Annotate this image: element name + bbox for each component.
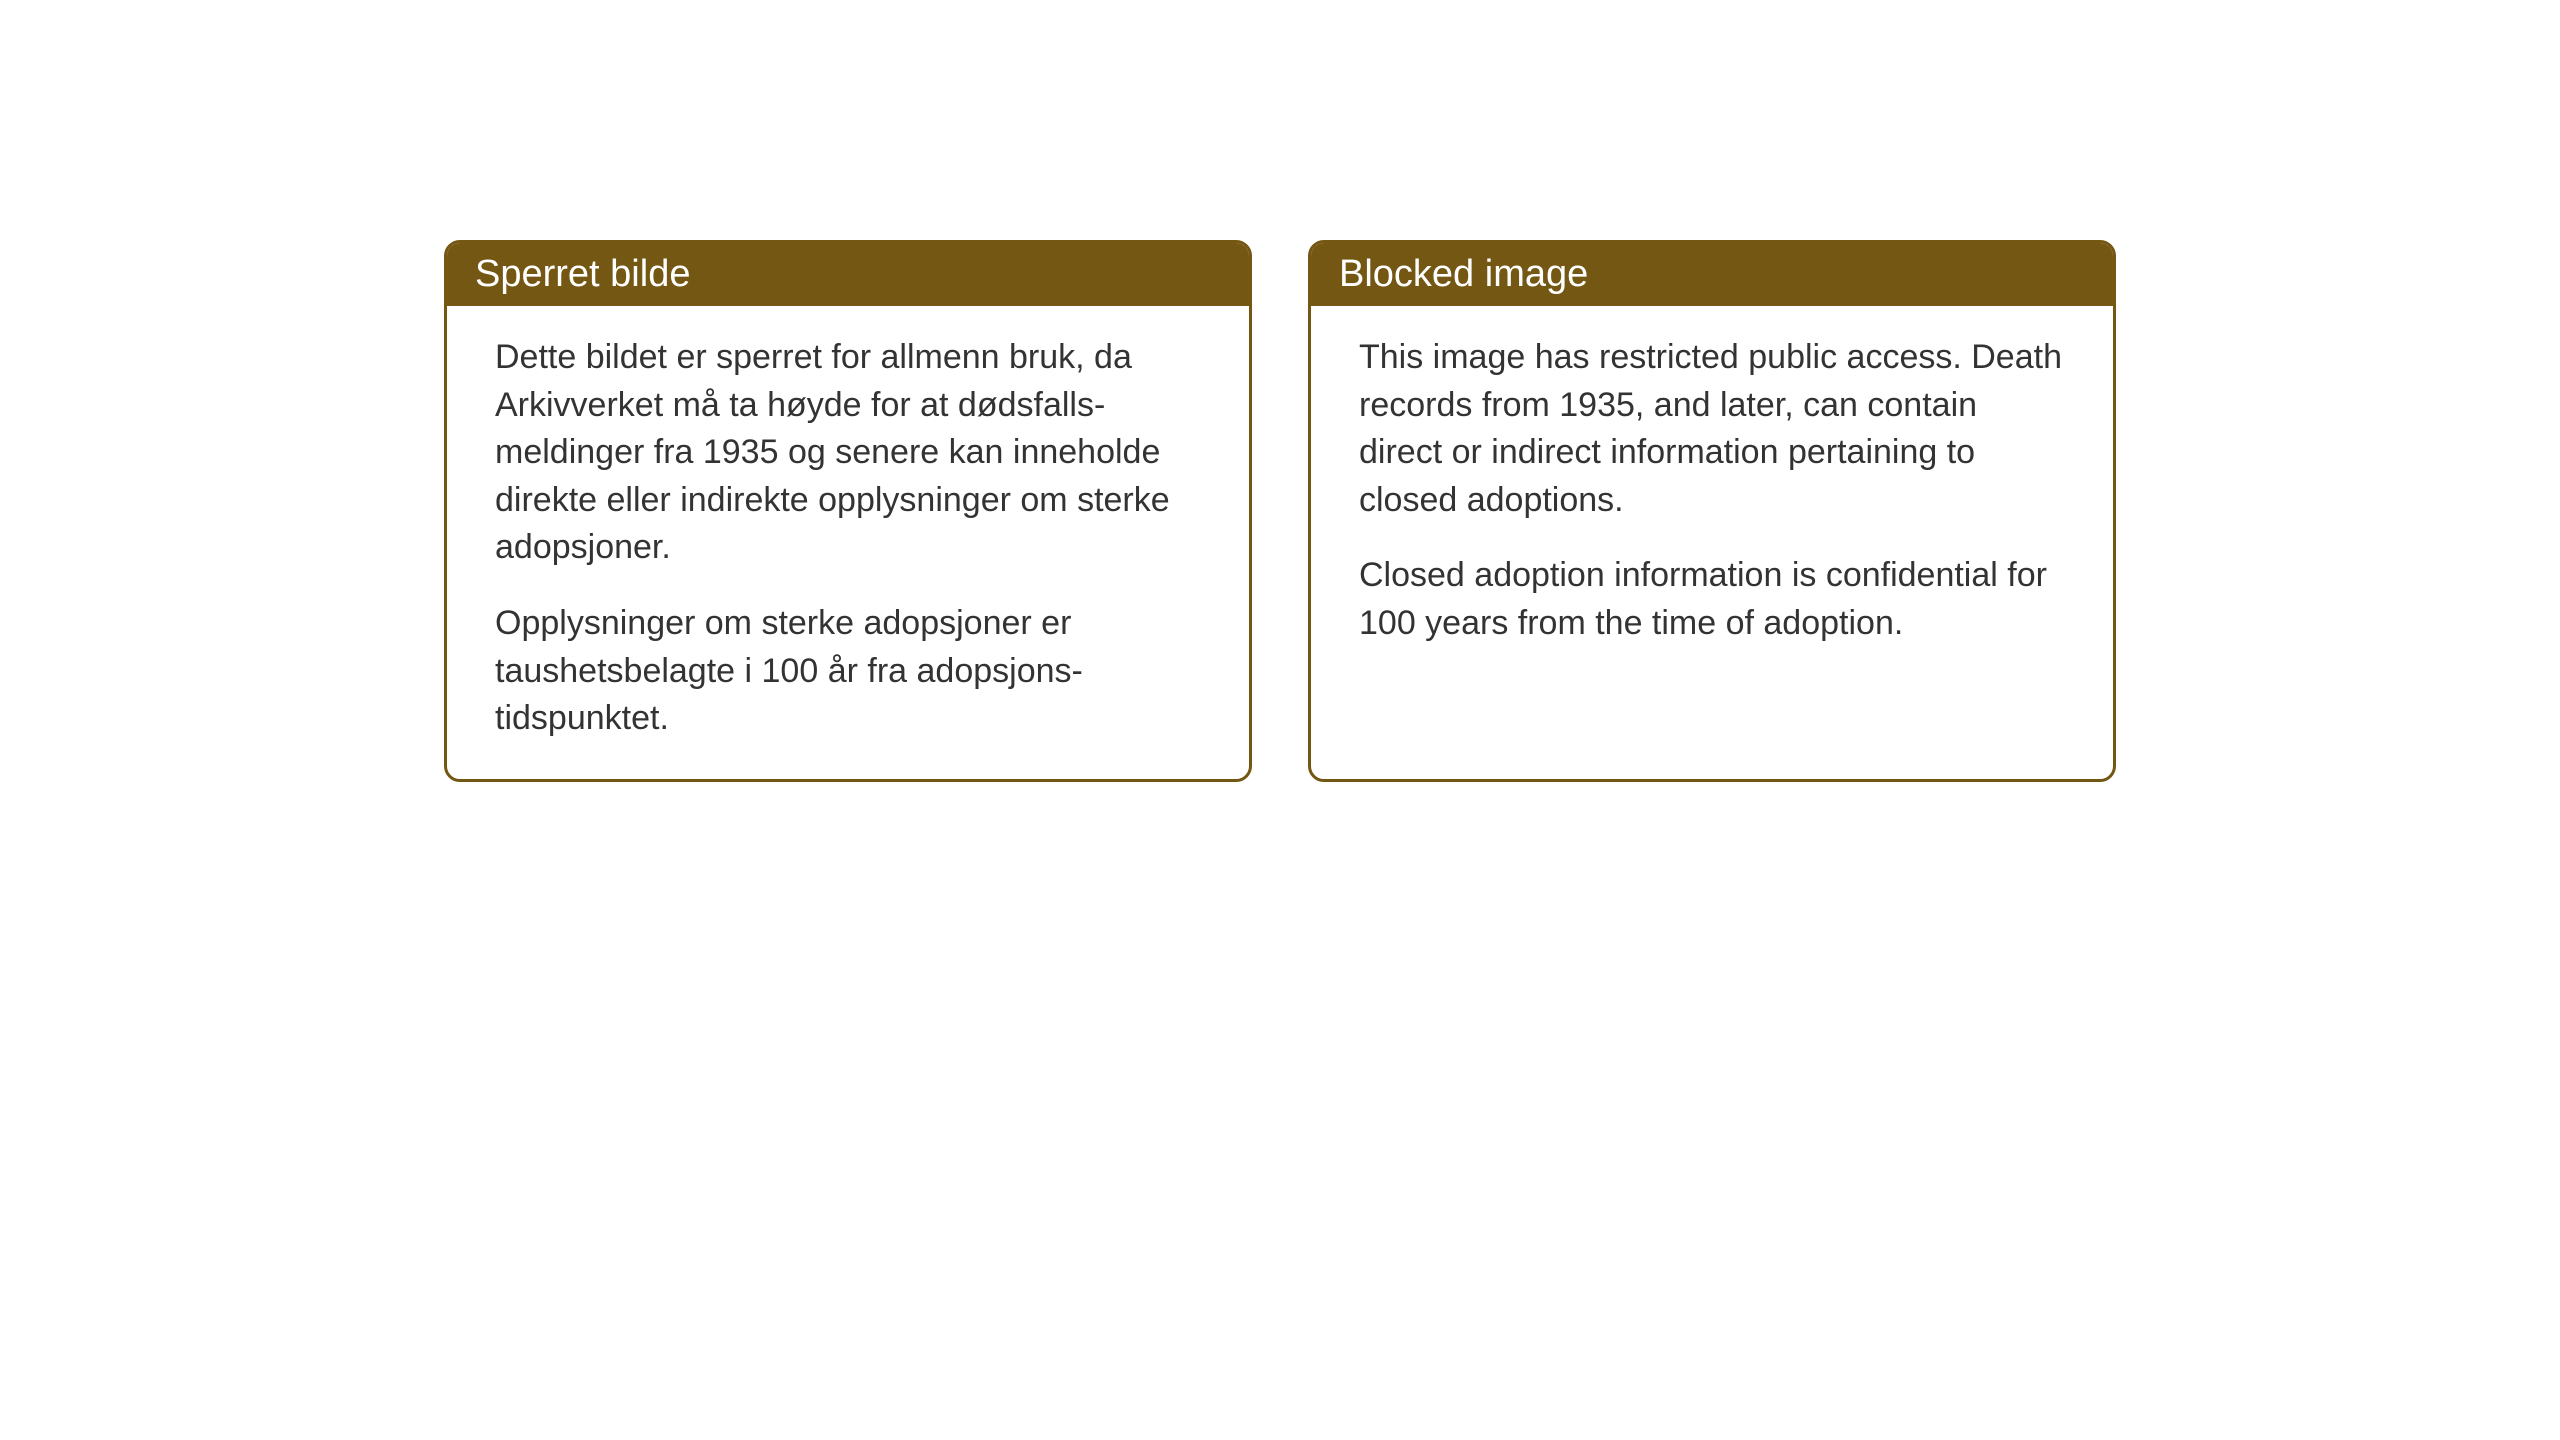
english-paragraph-2: Closed adoption information is confident… bbox=[1359, 552, 2065, 647]
norwegian-paragraph-1: Dette bildet er sperret for allmenn bruk… bbox=[495, 334, 1201, 572]
norwegian-card-title: Sperret bilde bbox=[447, 243, 1249, 306]
english-card-title: Blocked image bbox=[1311, 243, 2113, 306]
norwegian-info-card: Sperret bilde Dette bildet er sperret fo… bbox=[444, 240, 1252, 782]
info-cards-container: Sperret bilde Dette bildet er sperret fo… bbox=[444, 240, 2560, 782]
norwegian-paragraph-2: Opplysninger om sterke adopsjoner er tau… bbox=[495, 600, 1201, 743]
english-info-card: Blocked image This image has restricted … bbox=[1308, 240, 2116, 782]
english-paragraph-1: This image has restricted public access.… bbox=[1359, 334, 2065, 524]
english-card-body: This image has restricted public access.… bbox=[1311, 306, 2113, 736]
norwegian-card-body: Dette bildet er sperret for allmenn bruk… bbox=[447, 306, 1249, 779]
